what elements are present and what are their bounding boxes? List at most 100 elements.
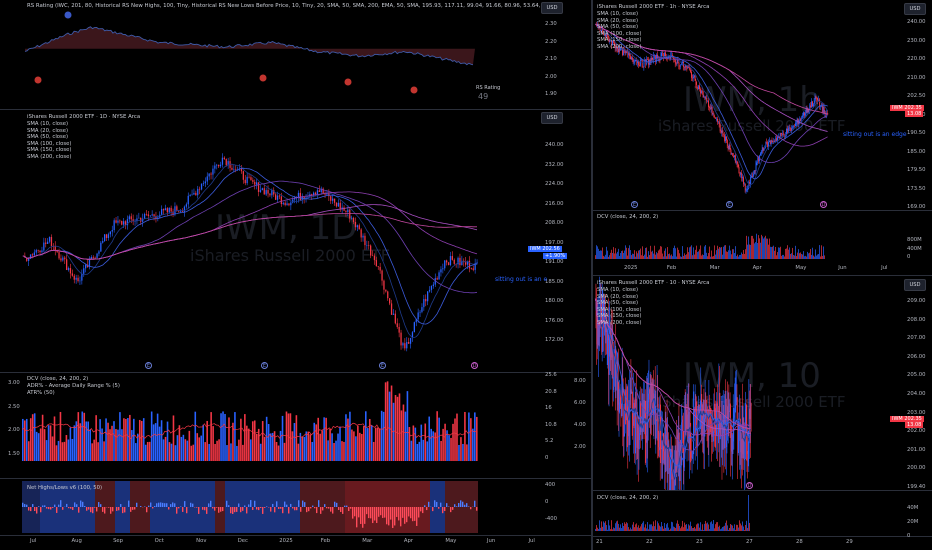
sma-legend-item[interactable]: SMA (10, close) — [597, 287, 639, 293]
sma-legend-item[interactable]: SMA (20, close) — [597, 293, 639, 300]
axis-tick-label: 800M — [907, 237, 922, 243]
right-top-bottom-divider[interactable] — [593, 275, 932, 276]
intraday-dcv-legend[interactable]: DCV (close, 24, 200, 2) — [597, 495, 659, 501]
volume-bar — [672, 522, 673, 531]
daily-candle — [37, 250, 39, 251]
volume-bar — [755, 242, 756, 259]
sma-legend-item[interactable]: SMA (20, close) — [597, 17, 639, 24]
volume-bar — [81, 411, 84, 461]
sma-legend-item[interactable]: SMA (150, close) — [597, 37, 642, 44]
hourly-candle — [672, 55, 674, 57]
atr-legend[interactable]: ATR% (50) — [27, 390, 55, 396]
nhnl-bar — [390, 507, 392, 520]
volume-bar — [144, 444, 147, 461]
daily-candle — [427, 291, 429, 302]
daily-candle — [373, 255, 376, 261]
earnings-event-icon[interactable]: E — [379, 362, 386, 369]
rs-rating-chart[interactable] — [0, 0, 540, 109]
sma-legend-item[interactable]: SMA (100, close) — [597, 306, 642, 313]
currency-button[interactable]: USD — [904, 279, 926, 291]
daily-candle — [299, 192, 301, 201]
axis-tick-label: 16 — [545, 405, 552, 411]
vertical-divider[interactable] — [591, 0, 593, 550]
volume-bar — [766, 238, 767, 259]
sma-legend-item[interactable]: SMA (150, close) — [597, 313, 642, 320]
nhnl-bar — [132, 507, 134, 510]
rs-price-divider[interactable] — [0, 109, 591, 110]
sma-legend-item[interactable]: SMA (10, close) — [597, 11, 639, 17]
intraday-price-change: 13.08 — [905, 422, 924, 428]
sma-legend-item[interactable]: SMA (200, close) — [597, 319, 642, 326]
sma-legend-item[interactable]: SMA (200, close) — [597, 43, 642, 50]
dcv-legend[interactable]: DCV (close, 24, 200, 2) — [27, 376, 89, 382]
nhnl-bar — [202, 507, 204, 510]
chart-note[interactable]: sitting out is an e — [495, 276, 548, 283]
intraday-price-chart[interactable] — [593, 276, 903, 490]
net-highs-lows-chart[interactable] — [0, 479, 540, 535]
volume-bar — [807, 251, 808, 259]
nhnl-bar — [312, 505, 314, 507]
nhnl-bar — [434, 500, 436, 507]
sma-legend-item[interactable]: SMA (100, close) — [27, 140, 72, 147]
hourly-candle — [804, 112, 805, 116]
earnings-event-icon[interactable]: E — [261, 362, 268, 369]
sma-legend-item[interactable]: SMA (100, close) — [597, 30, 642, 37]
daily-candle — [121, 220, 123, 225]
intraday-candle — [640, 401, 642, 433]
dcv-volume-chart[interactable] — [0, 373, 540, 478]
nhnl-bar — [42, 505, 44, 507]
hourly-candle — [718, 121, 719, 123]
daily-candle — [64, 257, 66, 260]
price-dcv-divider[interactable] — [0, 372, 591, 373]
volume-bar — [740, 523, 741, 531]
dividend-event-icon[interactable]: D — [471, 362, 478, 369]
hourly-price-chart[interactable] — [593, 0, 903, 210]
sma-legend-item[interactable]: SMA (150, close) — [27, 147, 72, 154]
hourly-candle — [743, 177, 744, 184]
sma-legend-item[interactable]: SMA (10, close) — [27, 121, 69, 127]
daily-candle — [31, 254, 34, 256]
sma-legend-item[interactable]: SMA (50, close) — [27, 134, 69, 141]
nhnl-bar — [332, 507, 334, 514]
axis-tick-label: 2.00 — [8, 427, 20, 433]
dcv-nhnl-divider[interactable] — [0, 478, 591, 479]
nhnl-legend[interactable]: Net Highs/Lows v6 (100, 50) — [27, 485, 103, 491]
hourly-candle — [749, 181, 751, 185]
volume-bar — [321, 430, 323, 461]
volume-bar — [287, 413, 290, 461]
daily-candle — [246, 176, 248, 184]
nhnl-bar — [24, 504, 26, 507]
earnings-event-icon[interactable]: E — [726, 201, 733, 208]
volume-bar — [742, 521, 743, 531]
dividend-event-icon[interactable]: D — [746, 482, 753, 489]
hourly-dcv-legend[interactable]: DCV (close, 24, 200, 2) — [597, 214, 659, 220]
dividend-event-icon[interactable]: D — [820, 201, 827, 208]
sma-legend-item[interactable]: SMA (50, close) — [597, 24, 639, 31]
adr-legend[interactable]: ADR% - Average Daily Range % (5) — [27, 383, 120, 389]
volume-bar — [269, 433, 272, 461]
intraday-dcv-chart[interactable] — [593, 491, 903, 536]
sma-legend-item[interactable]: SMA (200, close) — [27, 153, 72, 160]
hourly-dcv-chart[interactable] — [593, 211, 903, 263]
volume-bar — [753, 238, 754, 259]
rt-price-dcv-divider[interactable] — [593, 210, 932, 211]
currency-button[interactable]: USD — [904, 3, 926, 15]
nhnl-bar — [62, 507, 64, 510]
earnings-event-icon[interactable]: E — [145, 362, 152, 369]
hourly-candle — [813, 100, 815, 105]
volume-bar — [747, 527, 748, 531]
volume-bar — [738, 527, 739, 531]
sma-legend-item[interactable]: SMA (20, close) — [27, 127, 69, 134]
currency-button[interactable]: USD — [541, 2, 563, 14]
volume-bar — [770, 246, 771, 259]
nhnl-bar — [328, 507, 330, 509]
nhnl-bar — [276, 501, 278, 507]
currency-button[interactable]: USD — [541, 112, 563, 124]
sma-legend-item[interactable]: SMA (50, close) — [597, 300, 639, 307]
intraday-candle — [712, 426, 714, 434]
earnings-event-icon[interactable]: E — [631, 201, 638, 208]
rb-price-dcv-divider[interactable] — [593, 490, 932, 491]
volume-bar — [214, 443, 216, 461]
hourly-note[interactable]: sitting out is an edge — [843, 131, 907, 138]
daily-price-chart[interactable] — [0, 110, 540, 372]
